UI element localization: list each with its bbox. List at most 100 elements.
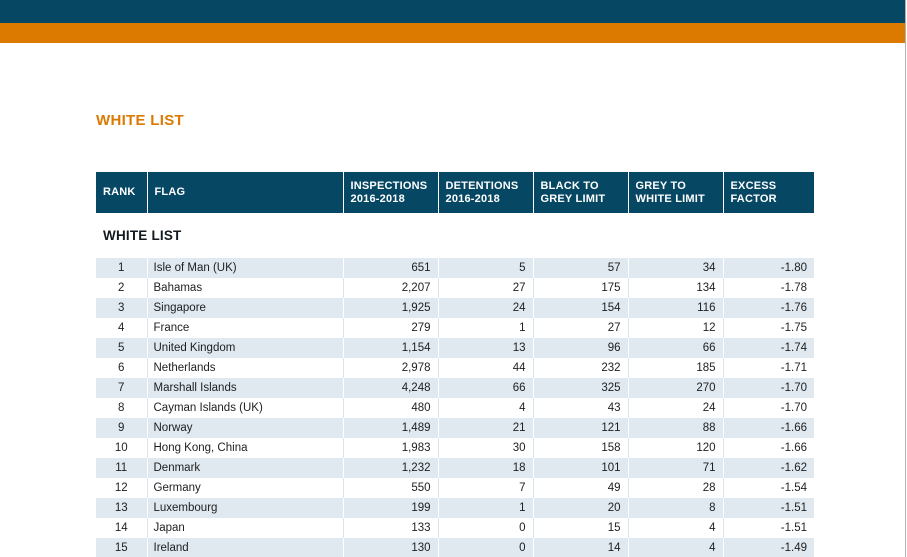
cell-inspections: 279 bbox=[342, 318, 438, 338]
cell-rank: 11 bbox=[96, 458, 147, 478]
cell-rank: 6 bbox=[96, 358, 147, 378]
cell-rank: 10 bbox=[96, 438, 147, 458]
cell-inspections: 4,248 bbox=[342, 378, 438, 398]
cell-detentions: 1 bbox=[437, 498, 533, 518]
cell-grey-to-white: 4 bbox=[627, 518, 723, 538]
table-row: 4 France 279 1 27 12 -1.75 bbox=[96, 318, 814, 338]
cell-excess-factor: -1.62 bbox=[722, 458, 814, 478]
cell-excess-factor: -1.54 bbox=[722, 478, 814, 498]
cell-flag: Bahamas bbox=[146, 278, 343, 298]
table-row: 3 Singapore 1,925 24 154 116 -1.76 bbox=[96, 298, 814, 318]
column-header-grey-to-white: GREY TO WHITE LIMIT bbox=[627, 172, 723, 213]
cell-excess-factor: -1.51 bbox=[722, 518, 814, 538]
cell-flag: France bbox=[146, 318, 343, 338]
cell-grey-to-white: 24 bbox=[627, 398, 723, 418]
cell-grey-to-white: 71 bbox=[627, 458, 723, 478]
cell-inspections: 1,925 bbox=[342, 298, 438, 318]
cell-grey-to-white: 134 bbox=[627, 278, 723, 298]
cell-flag: Singapore bbox=[146, 298, 343, 318]
page-title: WHITE LIST bbox=[96, 112, 184, 129]
cell-excess-factor: -1.49 bbox=[722, 538, 814, 557]
cell-flag: Hong Kong, China bbox=[146, 438, 343, 458]
cell-flag: Germany bbox=[146, 478, 343, 498]
cell-inspections: 2,978 bbox=[342, 358, 438, 378]
cell-excess-factor: -1.75 bbox=[722, 318, 814, 338]
column-header-black-to-grey: BLACK TO GREY LIMIT bbox=[532, 172, 628, 213]
cell-flag: Netherlands bbox=[146, 358, 343, 378]
cell-excess-factor: -1.74 bbox=[722, 338, 814, 358]
column-header-flag: FLAG bbox=[146, 172, 343, 213]
page-edge-line bbox=[905, 0, 906, 557]
cell-inspections: 480 bbox=[342, 398, 438, 418]
cell-rank: 15 bbox=[96, 538, 147, 557]
table-row: 7 Marshall Islands 4,248 66 325 270 -1.7… bbox=[96, 378, 814, 398]
cell-black-to-grey: 20 bbox=[532, 498, 628, 518]
cell-grey-to-white: 8 bbox=[627, 498, 723, 518]
cell-rank: 2 bbox=[96, 278, 147, 298]
cell-excess-factor: -1.51 bbox=[722, 498, 814, 518]
cell-black-to-grey: 158 bbox=[532, 438, 628, 458]
top-orange-bar bbox=[0, 23, 905, 43]
column-header-detentions: DETENTIONS 2016-2018 bbox=[437, 172, 533, 213]
cell-detentions: 27 bbox=[437, 278, 533, 298]
cell-flag: Norway bbox=[146, 418, 343, 438]
cell-black-to-grey: 232 bbox=[532, 358, 628, 378]
table-header-row: RANK FLAG INSPECTIONS 2016-2018 DETENTIO… bbox=[96, 172, 814, 213]
cell-grey-to-white: 116 bbox=[627, 298, 723, 318]
cell-excess-factor: -1.66 bbox=[722, 418, 814, 438]
table-row: 1 Isle of Man (UK) 651 5 57 34 -1.80 bbox=[96, 258, 814, 278]
cell-black-to-grey: 49 bbox=[532, 478, 628, 498]
column-header-excess-factor: EXCESS FACTOR bbox=[722, 172, 814, 213]
table-row: 10 Hong Kong, China 1,983 30 158 120 -1.… bbox=[96, 438, 814, 458]
table-row: 13 Luxembourg 199 1 20 8 -1.51 bbox=[96, 498, 814, 518]
cell-detentions: 0 bbox=[437, 538, 533, 557]
column-header-rank: RANK bbox=[96, 172, 147, 213]
cell-flag: Ireland bbox=[146, 538, 343, 557]
cell-excess-factor: -1.78 bbox=[722, 278, 814, 298]
cell-excess-factor: -1.66 bbox=[722, 438, 814, 458]
table-row: 9 Norway 1,489 21 121 88 -1.66 bbox=[96, 418, 814, 438]
cell-rank: 1 bbox=[96, 258, 147, 278]
cell-black-to-grey: 96 bbox=[532, 338, 628, 358]
cell-rank: 4 bbox=[96, 318, 147, 338]
cell-excess-factor: -1.70 bbox=[722, 378, 814, 398]
cell-black-to-grey: 15 bbox=[532, 518, 628, 538]
cell-rank: 3 bbox=[96, 298, 147, 318]
cell-inspections: 651 bbox=[342, 258, 438, 278]
cell-detentions: 21 bbox=[437, 418, 533, 438]
cell-grey-to-white: 28 bbox=[627, 478, 723, 498]
cell-inspections: 199 bbox=[342, 498, 438, 518]
table-row: 11 Denmark 1,232 18 101 71 -1.62 bbox=[96, 458, 814, 478]
cell-flag: Marshall Islands bbox=[146, 378, 343, 398]
cell-black-to-grey: 121 bbox=[532, 418, 628, 438]
top-navy-bar bbox=[0, 0, 905, 23]
cell-black-to-grey: 154 bbox=[532, 298, 628, 318]
white-list-table: RANK FLAG INSPECTIONS 2016-2018 DETENTIO… bbox=[96, 172, 814, 557]
cell-inspections: 550 bbox=[342, 478, 438, 498]
cell-rank: 5 bbox=[96, 338, 147, 358]
cell-inspections: 133 bbox=[342, 518, 438, 538]
table-row: 12 Germany 550 7 49 28 -1.54 bbox=[96, 478, 814, 498]
cell-detentions: 0 bbox=[437, 518, 533, 538]
cell-grey-to-white: 66 bbox=[627, 338, 723, 358]
cell-detentions: 30 bbox=[437, 438, 533, 458]
cell-detentions: 18 bbox=[437, 458, 533, 478]
cell-grey-to-white: 34 bbox=[627, 258, 723, 278]
cell-detentions: 4 bbox=[437, 398, 533, 418]
cell-rank: 12 bbox=[96, 478, 147, 498]
column-header-inspections: INSPECTIONS 2016-2018 bbox=[342, 172, 438, 213]
cell-inspections: 1,983 bbox=[342, 438, 438, 458]
cell-inspections: 1,232 bbox=[342, 458, 438, 478]
cell-excess-factor: -1.80 bbox=[722, 258, 814, 278]
cell-flag: United Kingdom bbox=[146, 338, 343, 358]
table-header: RANK FLAG INSPECTIONS 2016-2018 DETENTIO… bbox=[96, 172, 814, 213]
cell-detentions: 44 bbox=[437, 358, 533, 378]
cell-detentions: 1 bbox=[437, 318, 533, 338]
cell-inspections: 1,154 bbox=[342, 338, 438, 358]
cell-flag: Luxembourg bbox=[146, 498, 343, 518]
cell-rank: 7 bbox=[96, 378, 147, 398]
cell-detentions: 5 bbox=[437, 258, 533, 278]
cell-black-to-grey: 175 bbox=[532, 278, 628, 298]
cell-detentions: 7 bbox=[437, 478, 533, 498]
